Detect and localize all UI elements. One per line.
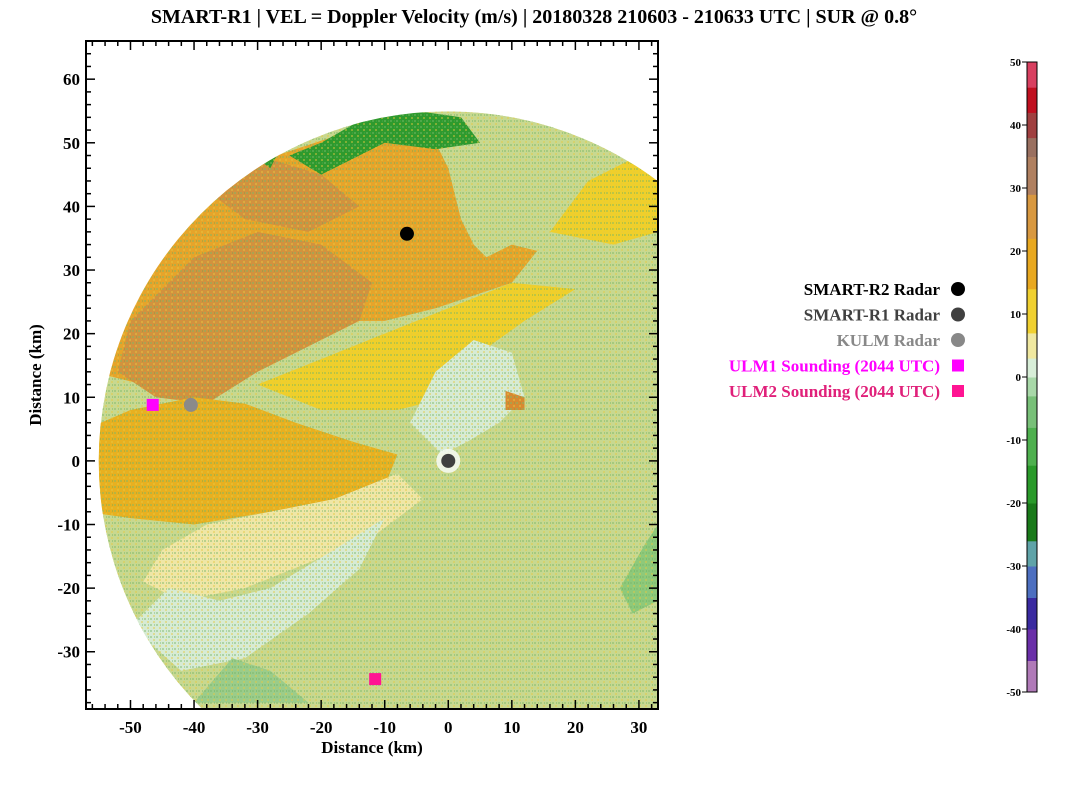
colorbar-segment	[1027, 629, 1037, 661]
y-tick-label: -20	[57, 579, 80, 598]
legend-entry-circle-marker	[951, 282, 965, 296]
colorbar-tick-label: -50	[1006, 687, 1021, 699]
x-tick-label: 30	[630, 718, 647, 737]
radar-disk	[98, 111, 658, 709]
station-markers	[146, 226, 456, 686]
colorbar-segment	[1027, 332, 1037, 359]
legend-entry-circle-marker	[951, 333, 965, 347]
colorbar-segment	[1027, 194, 1037, 239]
colorbar: 50 40 30 20 10 0 -10 -20 -30 -40 -50	[1006, 57, 1038, 699]
radar-velocity-field	[98, 111, 658, 709]
legend-entry-label: KULM Radar	[837, 331, 941, 350]
colorbar-tick-label: 20	[1010, 246, 1022, 258]
x-tick-label: -20	[310, 718, 333, 737]
colorbar-segment	[1027, 358, 1037, 378]
x-tick-label: -10	[373, 718, 396, 737]
colorbar-segment	[1027, 377, 1037, 397]
x-tick-label: -40	[183, 718, 206, 737]
colorbar-segment	[1027, 660, 1037, 693]
y-tick-label: 40	[63, 197, 80, 216]
legend-entry-label: SMART-R2 Radar	[804, 280, 941, 299]
colorbar-tick-label: 40	[1010, 120, 1022, 132]
legend: SMART-R2 Radar SMART-R1 Radar KULM Radar UL…	[729, 280, 965, 401]
legend-entry-label: SMART-R1 Radar	[804, 306, 941, 325]
y-tick-label: 30	[63, 261, 80, 280]
legend-entry-circle-marker	[951, 307, 965, 322]
colorbar-segment	[1027, 156, 1037, 195]
smart-r1-radar-marker	[441, 453, 456, 468]
colorbar-segment	[1027, 62, 1037, 88]
colorbar-tick-label: 0	[1016, 372, 1022, 384]
kulm-radar-marker	[183, 397, 198, 412]
y-tick-label: 60	[63, 70, 80, 89]
colorbar-tick-label: -30	[1006, 561, 1021, 573]
y-tick-label: 0	[72, 452, 81, 471]
colorbar-segment	[1027, 427, 1037, 466]
ulm2-sounding-2044-utc-marker	[369, 673, 382, 686]
y-axis-label: Distance (km)	[26, 324, 45, 426]
legend-entry-label: ULM1 Sounding (2044 UTC)	[729, 357, 940, 376]
colorbar-segment	[1027, 597, 1037, 630]
legend-entry-label: ULM2 Sounding (2044 UTC)	[729, 382, 940, 401]
colorbar-segment	[1027, 87, 1037, 113]
x-tick-label: 10	[503, 718, 520, 737]
colorbar-tick-label: -40	[1006, 624, 1021, 636]
x-tick-label: 20	[567, 718, 584, 737]
y-tick-label: 20	[63, 325, 80, 344]
smart-r2-radar-marker	[399, 226, 414, 241]
colorbar-segment	[1027, 395, 1037, 428]
colorbar-tick-label: 10	[1010, 309, 1022, 321]
colorbar-segment	[1027, 288, 1037, 334]
colorbar-tick-label: 50	[1010, 57, 1022, 69]
colorbar-tick-label: 30	[1010, 183, 1022, 195]
ulm1-sounding-2044-utc-marker	[146, 398, 159, 411]
colorbar-segment	[1027, 566, 1037, 598]
chart-title: SMART-R1 | VEL = Doppler Velocity (m/s) …	[151, 6, 917, 28]
colorbar-tick-label: -20	[1006, 498, 1021, 510]
colorbar-segment	[1027, 540, 1037, 567]
legend-entry-square-marker	[952, 359, 964, 372]
x-axis-label: Distance (km)	[321, 738, 423, 757]
colorbar-tick-label: -10	[1006, 435, 1021, 447]
colorbar-segment	[1027, 112, 1037, 139]
axis-ticks: -50 -40 -30 -20 -10 0 10 20 30 60 50 40 30 20 10 0 -10 -2…	[57, 40, 658, 737]
y-tick-label: 10	[63, 388, 80, 407]
colorbar-segment	[1027, 137, 1037, 157]
colorbar-segment	[1027, 503, 1037, 542]
x-tick-label: -30	[246, 718, 269, 737]
colorbar-segment	[1027, 238, 1037, 290]
y-tick-label: -30	[57, 643, 80, 662]
x-tick-label: -50	[119, 718, 142, 737]
colorbar-segment	[1027, 465, 1037, 504]
y-tick-label: -10	[57, 516, 80, 535]
legend-entry-square-marker	[952, 385, 964, 397]
y-tick-label: 50	[63, 134, 80, 153]
x-tick-label: 0	[444, 718, 453, 737]
